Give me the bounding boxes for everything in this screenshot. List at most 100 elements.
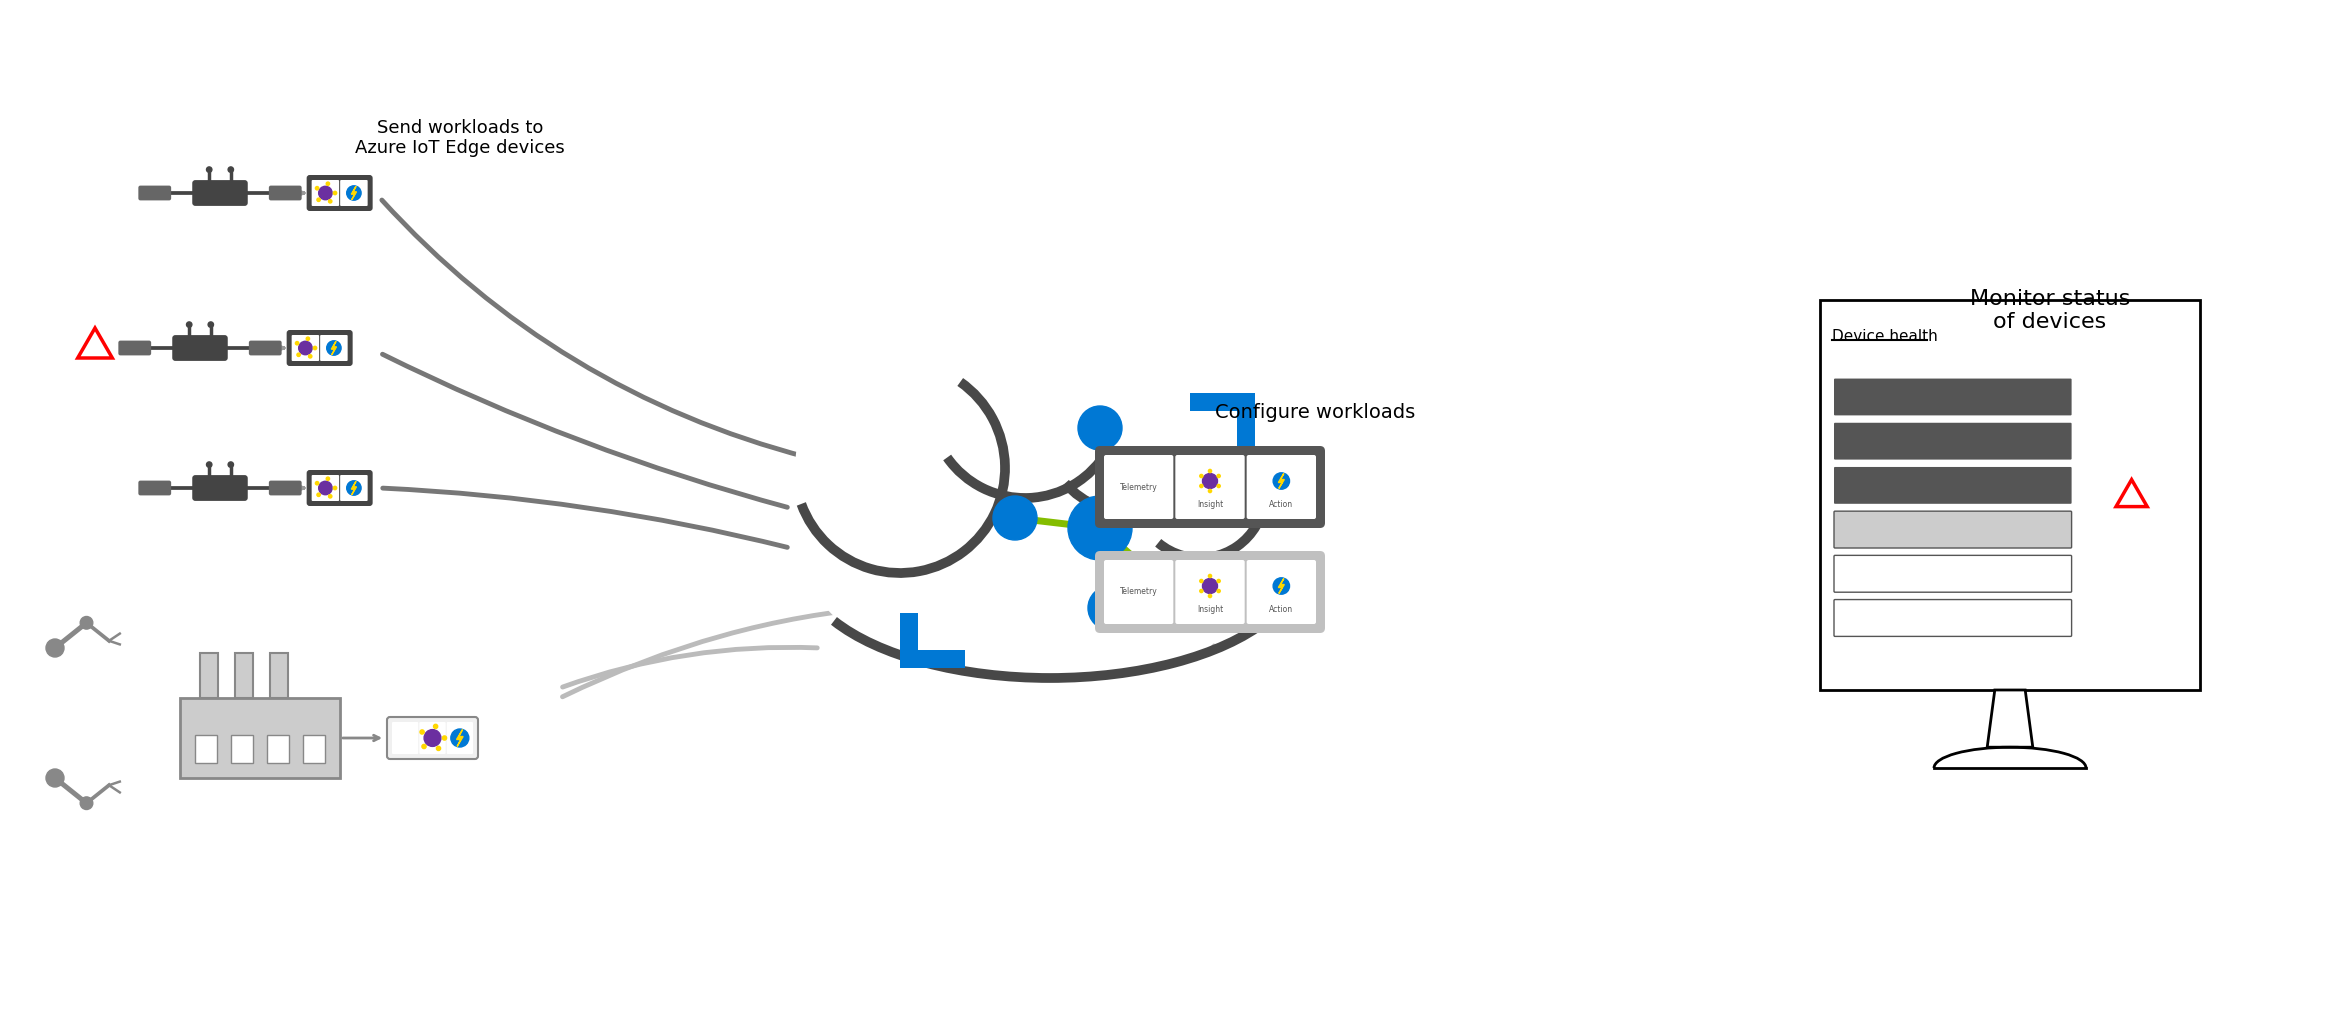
Circle shape	[347, 480, 361, 495]
Circle shape	[1202, 578, 1218, 593]
Text: Device health: Device health	[1833, 329, 1939, 344]
FancyBboxPatch shape	[392, 722, 418, 754]
FancyBboxPatch shape	[1176, 560, 1244, 624]
Polygon shape	[1190, 393, 1256, 411]
Polygon shape	[1279, 473, 1284, 489]
Polygon shape	[1988, 690, 2033, 747]
FancyBboxPatch shape	[312, 180, 340, 206]
Circle shape	[1218, 579, 1220, 582]
Circle shape	[80, 617, 94, 629]
Circle shape	[1272, 578, 1289, 595]
Polygon shape	[352, 186, 357, 200]
Circle shape	[1209, 469, 1211, 472]
Circle shape	[805, 453, 995, 643]
Circle shape	[305, 337, 310, 340]
Circle shape	[437, 746, 441, 750]
FancyBboxPatch shape	[270, 185, 303, 201]
Circle shape	[298, 353, 300, 356]
Circle shape	[422, 744, 427, 748]
Circle shape	[1218, 485, 1220, 488]
Text: Send workloads to
Azure IoT Edge devices: Send workloads to Azure IoT Edge devices	[354, 119, 566, 158]
Circle shape	[434, 725, 437, 729]
FancyBboxPatch shape	[420, 722, 446, 754]
FancyBboxPatch shape	[1833, 556, 2072, 592]
FancyBboxPatch shape	[1833, 467, 2072, 504]
FancyBboxPatch shape	[270, 480, 303, 496]
FancyBboxPatch shape	[286, 330, 352, 366]
Circle shape	[298, 341, 312, 354]
Circle shape	[1209, 595, 1211, 598]
FancyBboxPatch shape	[235, 653, 253, 698]
Circle shape	[990, 423, 1251, 683]
FancyBboxPatch shape	[1246, 560, 1317, 624]
Circle shape	[326, 341, 340, 355]
Polygon shape	[331, 341, 336, 354]
Circle shape	[314, 186, 319, 190]
Circle shape	[319, 482, 333, 495]
FancyBboxPatch shape	[387, 717, 479, 759]
FancyBboxPatch shape	[1833, 511, 2072, 548]
Circle shape	[451, 729, 469, 747]
Circle shape	[420, 730, 425, 734]
Circle shape	[441, 736, 446, 740]
Circle shape	[929, 308, 1120, 498]
FancyBboxPatch shape	[199, 653, 218, 698]
FancyBboxPatch shape	[307, 470, 373, 506]
Circle shape	[326, 477, 329, 480]
Polygon shape	[899, 613, 918, 668]
FancyBboxPatch shape	[307, 175, 373, 211]
FancyBboxPatch shape	[312, 475, 340, 501]
FancyBboxPatch shape	[249, 341, 282, 355]
Circle shape	[80, 797, 94, 809]
FancyBboxPatch shape	[1103, 455, 1174, 519]
Text: Action: Action	[1270, 501, 1293, 509]
FancyBboxPatch shape	[1833, 379, 2072, 415]
FancyBboxPatch shape	[1833, 600, 2072, 636]
Circle shape	[317, 199, 319, 202]
FancyBboxPatch shape	[195, 735, 216, 764]
FancyBboxPatch shape	[138, 185, 171, 201]
FancyBboxPatch shape	[1246, 455, 1317, 519]
FancyBboxPatch shape	[340, 180, 368, 206]
Circle shape	[296, 341, 298, 345]
FancyBboxPatch shape	[138, 480, 171, 496]
Circle shape	[347, 186, 361, 201]
Circle shape	[1218, 474, 1220, 477]
Circle shape	[314, 482, 319, 485]
Circle shape	[1202, 473, 1218, 489]
Circle shape	[993, 496, 1037, 540]
Circle shape	[329, 200, 331, 203]
Circle shape	[47, 769, 63, 787]
FancyBboxPatch shape	[1833, 422, 2072, 459]
Circle shape	[333, 487, 336, 490]
Circle shape	[185, 322, 192, 328]
Polygon shape	[899, 651, 965, 668]
FancyBboxPatch shape	[446, 722, 474, 754]
Circle shape	[312, 346, 317, 349]
Circle shape	[850, 398, 1171, 718]
FancyBboxPatch shape	[1096, 551, 1326, 633]
Circle shape	[47, 639, 63, 657]
Circle shape	[1209, 574, 1211, 577]
Text: Action: Action	[1270, 606, 1293, 615]
Circle shape	[1209, 490, 1211, 493]
Text: Telemetry: Telemetry	[1120, 587, 1157, 597]
Circle shape	[1152, 571, 1197, 615]
Circle shape	[1068, 496, 1131, 560]
Circle shape	[1077, 406, 1122, 450]
Polygon shape	[1279, 578, 1284, 593]
FancyBboxPatch shape	[319, 335, 347, 361]
Polygon shape	[458, 730, 462, 746]
FancyBboxPatch shape	[340, 475, 368, 501]
Text: Monitor status
of devices: Monitor status of devices	[1969, 289, 2131, 332]
Circle shape	[1136, 428, 1265, 558]
Circle shape	[1089, 586, 1131, 630]
FancyBboxPatch shape	[268, 735, 289, 764]
Circle shape	[326, 182, 329, 185]
Text: Configure workloads: Configure workloads	[1216, 403, 1415, 422]
Circle shape	[1199, 474, 1204, 477]
Circle shape	[1272, 472, 1289, 490]
Polygon shape	[1237, 393, 1256, 448]
Circle shape	[209, 322, 214, 328]
FancyBboxPatch shape	[1096, 446, 1326, 528]
